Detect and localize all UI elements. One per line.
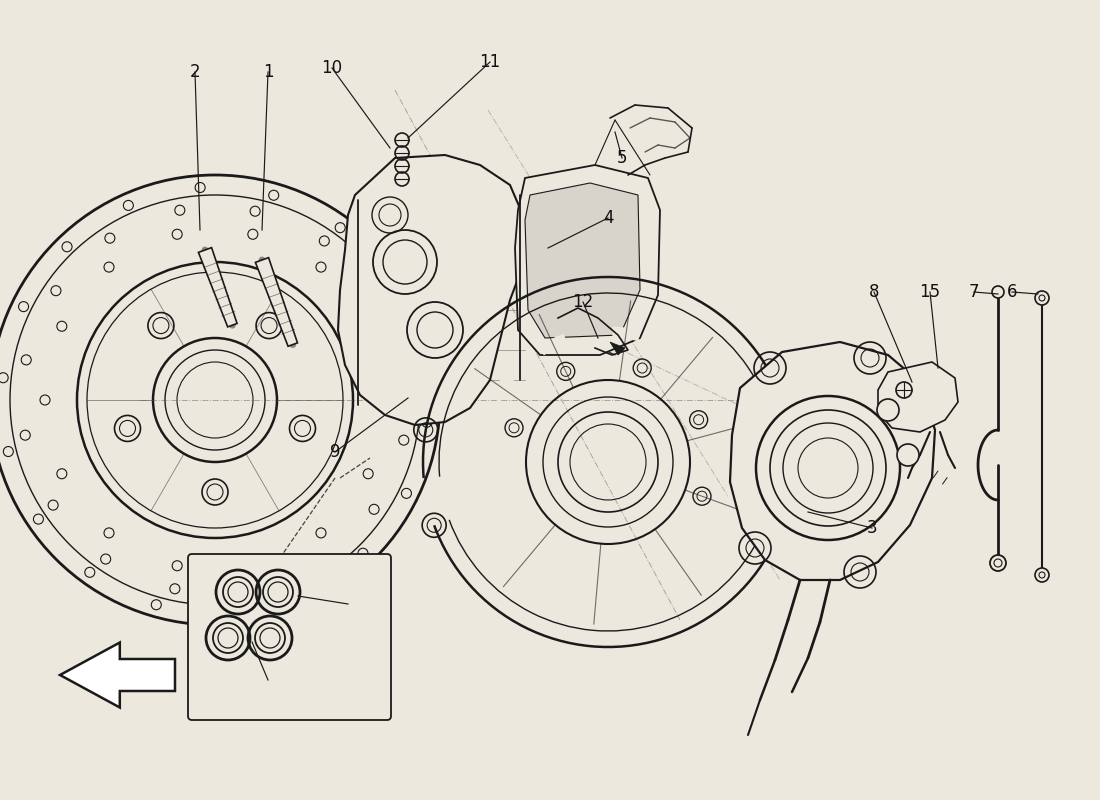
- Circle shape: [228, 582, 248, 602]
- Text: 13: 13: [257, 671, 278, 689]
- Text: 5: 5: [617, 149, 627, 167]
- Text: 1: 1: [263, 63, 273, 81]
- FancyBboxPatch shape: [188, 554, 390, 720]
- Text: 12: 12: [572, 293, 594, 311]
- Text: 14: 14: [338, 595, 359, 613]
- Circle shape: [896, 444, 918, 466]
- Circle shape: [383, 240, 427, 284]
- Text: 11: 11: [480, 53, 501, 71]
- Polygon shape: [338, 155, 525, 425]
- Text: 6: 6: [1006, 283, 1018, 301]
- Circle shape: [1035, 568, 1049, 582]
- Polygon shape: [60, 642, 175, 707]
- Circle shape: [268, 582, 288, 602]
- Text: 4: 4: [603, 209, 614, 227]
- Text: 10: 10: [321, 59, 342, 77]
- Circle shape: [896, 382, 912, 398]
- Circle shape: [417, 312, 453, 348]
- Circle shape: [877, 399, 899, 421]
- Text: 2: 2: [189, 63, 200, 81]
- Polygon shape: [610, 342, 625, 355]
- Polygon shape: [730, 342, 935, 580]
- Polygon shape: [255, 258, 297, 346]
- Text: 15: 15: [920, 283, 940, 301]
- Text: 9: 9: [330, 443, 340, 461]
- Text: 8: 8: [869, 283, 879, 301]
- Text: 3: 3: [867, 519, 878, 537]
- Circle shape: [260, 628, 280, 648]
- Circle shape: [1035, 291, 1049, 305]
- Polygon shape: [515, 165, 660, 355]
- Circle shape: [990, 555, 1006, 571]
- Text: 7: 7: [969, 283, 979, 301]
- Circle shape: [992, 286, 1004, 298]
- Circle shape: [218, 628, 238, 648]
- Polygon shape: [878, 362, 958, 432]
- Polygon shape: [525, 183, 640, 338]
- Polygon shape: [198, 248, 238, 327]
